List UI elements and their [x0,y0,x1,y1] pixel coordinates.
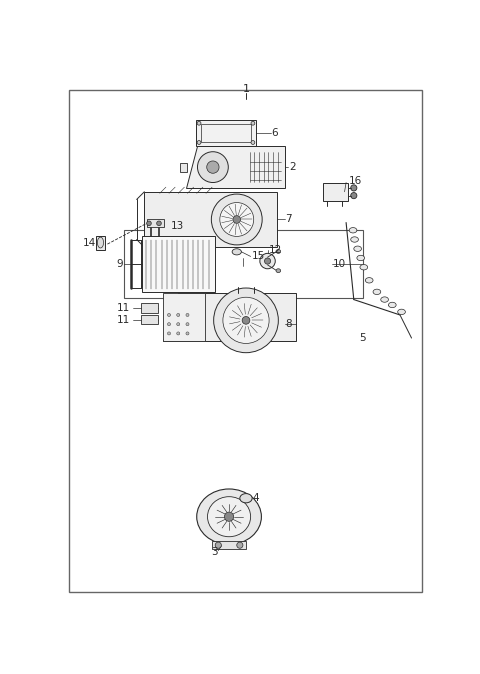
Text: 15: 15 [252,251,265,261]
Ellipse shape [276,249,281,253]
Text: 11: 11 [117,315,130,325]
Ellipse shape [381,297,388,302]
Text: 4: 4 [253,493,260,503]
Ellipse shape [223,297,269,344]
Ellipse shape [373,289,381,295]
Text: 16: 16 [348,176,361,186]
Ellipse shape [211,194,262,245]
Bar [124,231,363,298]
Ellipse shape [186,332,189,335]
Text: 6: 6 [271,128,278,138]
Ellipse shape [349,228,357,233]
Text: 3: 3 [211,547,218,557]
Ellipse shape [351,237,359,242]
Text: 7: 7 [285,214,292,224]
Polygon shape [163,293,296,341]
Text: 14: 14 [83,237,96,247]
Ellipse shape [207,497,251,537]
Ellipse shape [156,221,161,226]
Bar [323,183,348,201]
Text: 12: 12 [269,245,282,255]
Ellipse shape [251,121,255,125]
Bar [142,237,215,292]
Text: 10: 10 [333,259,346,269]
Ellipse shape [264,258,271,264]
Bar [147,220,164,227]
Ellipse shape [225,512,234,521]
Text: 8: 8 [285,319,292,329]
Ellipse shape [360,264,368,270]
Ellipse shape [354,246,361,251]
Bar [141,315,158,324]
Ellipse shape [237,542,243,548]
Ellipse shape [177,332,180,335]
Text: 5: 5 [359,333,366,343]
Ellipse shape [220,203,254,237]
Ellipse shape [214,288,278,353]
Ellipse shape [357,255,365,261]
Ellipse shape [197,141,201,144]
Polygon shape [144,192,277,247]
Ellipse shape [242,317,250,324]
Bar [196,120,256,146]
Ellipse shape [147,221,151,226]
Bar [141,303,158,313]
Text: 2: 2 [289,162,296,172]
Ellipse shape [240,493,252,503]
Ellipse shape [207,161,219,173]
Ellipse shape [168,332,170,335]
Ellipse shape [197,121,201,125]
Bar [96,236,105,249]
Ellipse shape [177,323,180,326]
Ellipse shape [388,302,396,307]
Ellipse shape [260,253,275,269]
Ellipse shape [398,309,406,315]
Ellipse shape [232,249,241,255]
Ellipse shape [351,185,357,191]
Ellipse shape [97,237,104,248]
Ellipse shape [276,269,281,272]
Bar [180,162,188,172]
Ellipse shape [365,278,373,283]
Ellipse shape [215,542,221,548]
Ellipse shape [186,313,189,317]
Bar [163,293,205,341]
Ellipse shape [186,323,189,326]
Text: 1: 1 [242,84,250,94]
Bar [212,541,246,549]
Polygon shape [186,146,285,188]
Ellipse shape [197,152,228,183]
Ellipse shape [251,141,255,144]
Ellipse shape [351,193,357,199]
Bar [201,124,252,142]
Ellipse shape [168,323,170,326]
Ellipse shape [233,216,240,223]
Text: 9: 9 [117,259,123,269]
Ellipse shape [177,313,180,317]
Text: 11: 11 [117,303,130,313]
Text: 13: 13 [171,220,184,231]
Ellipse shape [168,313,170,317]
Ellipse shape [197,489,262,545]
